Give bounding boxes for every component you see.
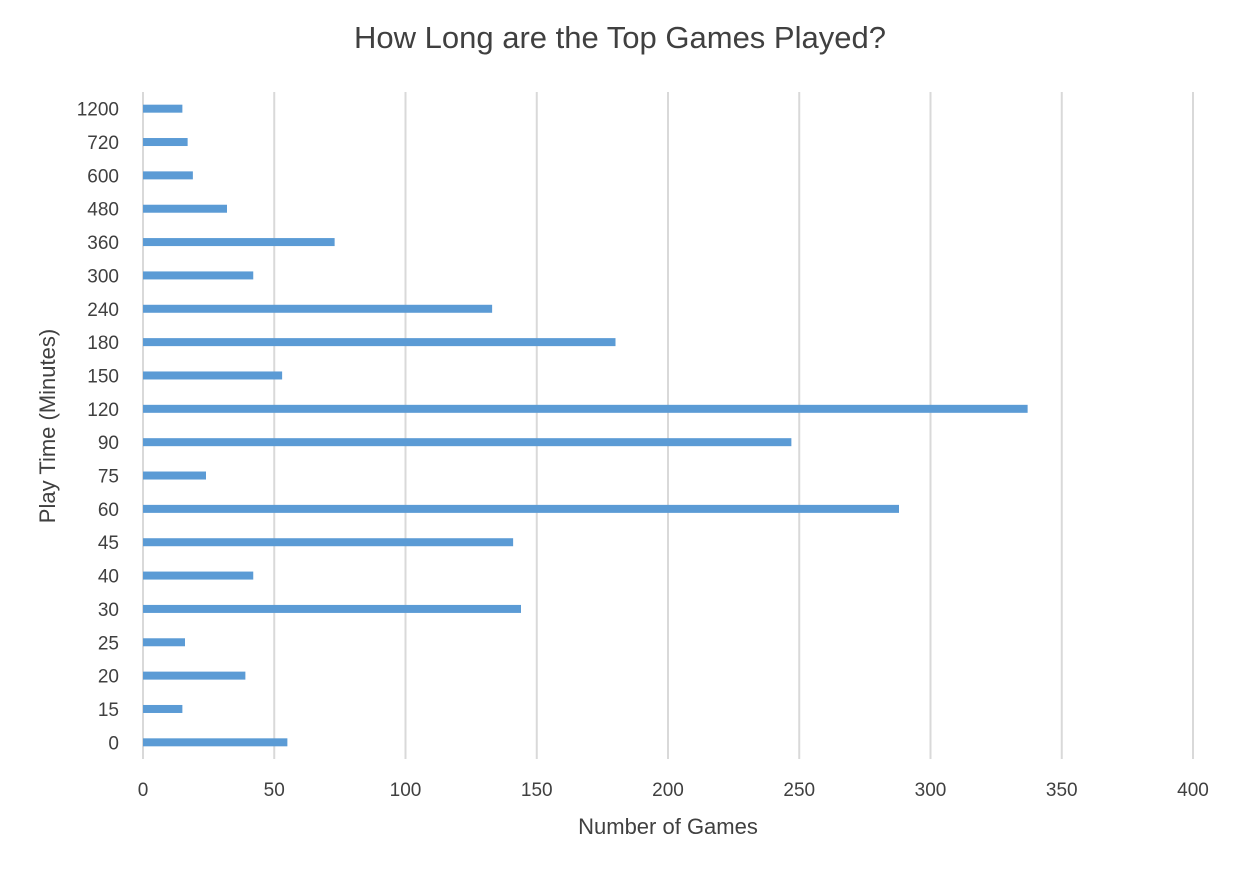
y-tick-label: 1200 (77, 100, 119, 121)
bar-45 (143, 538, 514, 547)
y-tick-label: 30 (98, 600, 119, 621)
y-tick-label: 25 (98, 633, 119, 654)
y-tick-label: 300 (87, 266, 119, 287)
bar-180 (143, 338, 616, 347)
bar-20 (143, 671, 246, 680)
bar-300 (143, 271, 254, 280)
x-tick-label: 400 (1177, 780, 1209, 801)
bar-1200 (143, 104, 183, 113)
bar-25 (143, 638, 185, 647)
bar-120 (143, 404, 1028, 413)
y-tick-label: 90 (98, 433, 119, 454)
y-tick-label: 360 (87, 233, 119, 254)
y-tick-label: 480 (87, 200, 119, 221)
bars (143, 104, 1028, 747)
y-tick-label: 15 (98, 700, 119, 721)
bar-240 (143, 304, 493, 313)
x-tick-label: 150 (521, 780, 553, 801)
y-tick-label: 20 (98, 667, 119, 688)
y-tick-label: 150 (87, 366, 119, 387)
y-tick-label: 720 (87, 133, 119, 154)
y-tick-label: 45 (98, 533, 119, 554)
y-tick-labels: 0 15 20 25 30 40 45 60 75 90 120 150 180 240 300 360 480… (77, 100, 119, 755)
bar-40 (143, 571, 254, 580)
bar-480 (143, 204, 227, 213)
y-tick-label: 240 (87, 300, 119, 321)
y-tick-label: 40 (98, 567, 119, 588)
x-tick-label: 0 (138, 780, 149, 801)
bar-360 (143, 238, 335, 247)
chart-title: How Long are the Top Games Played? (354, 20, 886, 55)
bar-0 (143, 738, 288, 747)
x-tick-labels: 0 50 100 150 200 250 300 350 400 (138, 780, 1209, 801)
bar-90 (143, 438, 792, 447)
x-tick-label: 50 (264, 780, 285, 801)
y-tick-label: 0 (108, 733, 119, 754)
y-axis-label: Play Time (Minutes) (35, 329, 60, 523)
y-tick-label: 60 (98, 500, 119, 521)
y-tick-label: 120 (87, 400, 119, 421)
bar-75 (143, 471, 206, 480)
bar-60 (143, 504, 899, 513)
gridlines (142, 92, 1194, 759)
x-axis-label: Number of Games (578, 814, 758, 839)
bar-720 (143, 138, 188, 147)
bar-30 (143, 604, 521, 613)
y-tick-label: 180 (87, 333, 119, 354)
bar-15 (143, 704, 183, 713)
x-tick-label: 350 (1046, 780, 1078, 801)
y-tick-label: 75 (98, 467, 119, 488)
x-tick-label: 250 (783, 780, 815, 801)
x-tick-label: 300 (915, 780, 947, 801)
y-tick-label: 600 (87, 166, 119, 187)
x-tick-label: 100 (390, 780, 422, 801)
x-tick-label: 200 (652, 780, 684, 801)
bar-600 (143, 171, 193, 180)
bar-150 (143, 371, 283, 380)
